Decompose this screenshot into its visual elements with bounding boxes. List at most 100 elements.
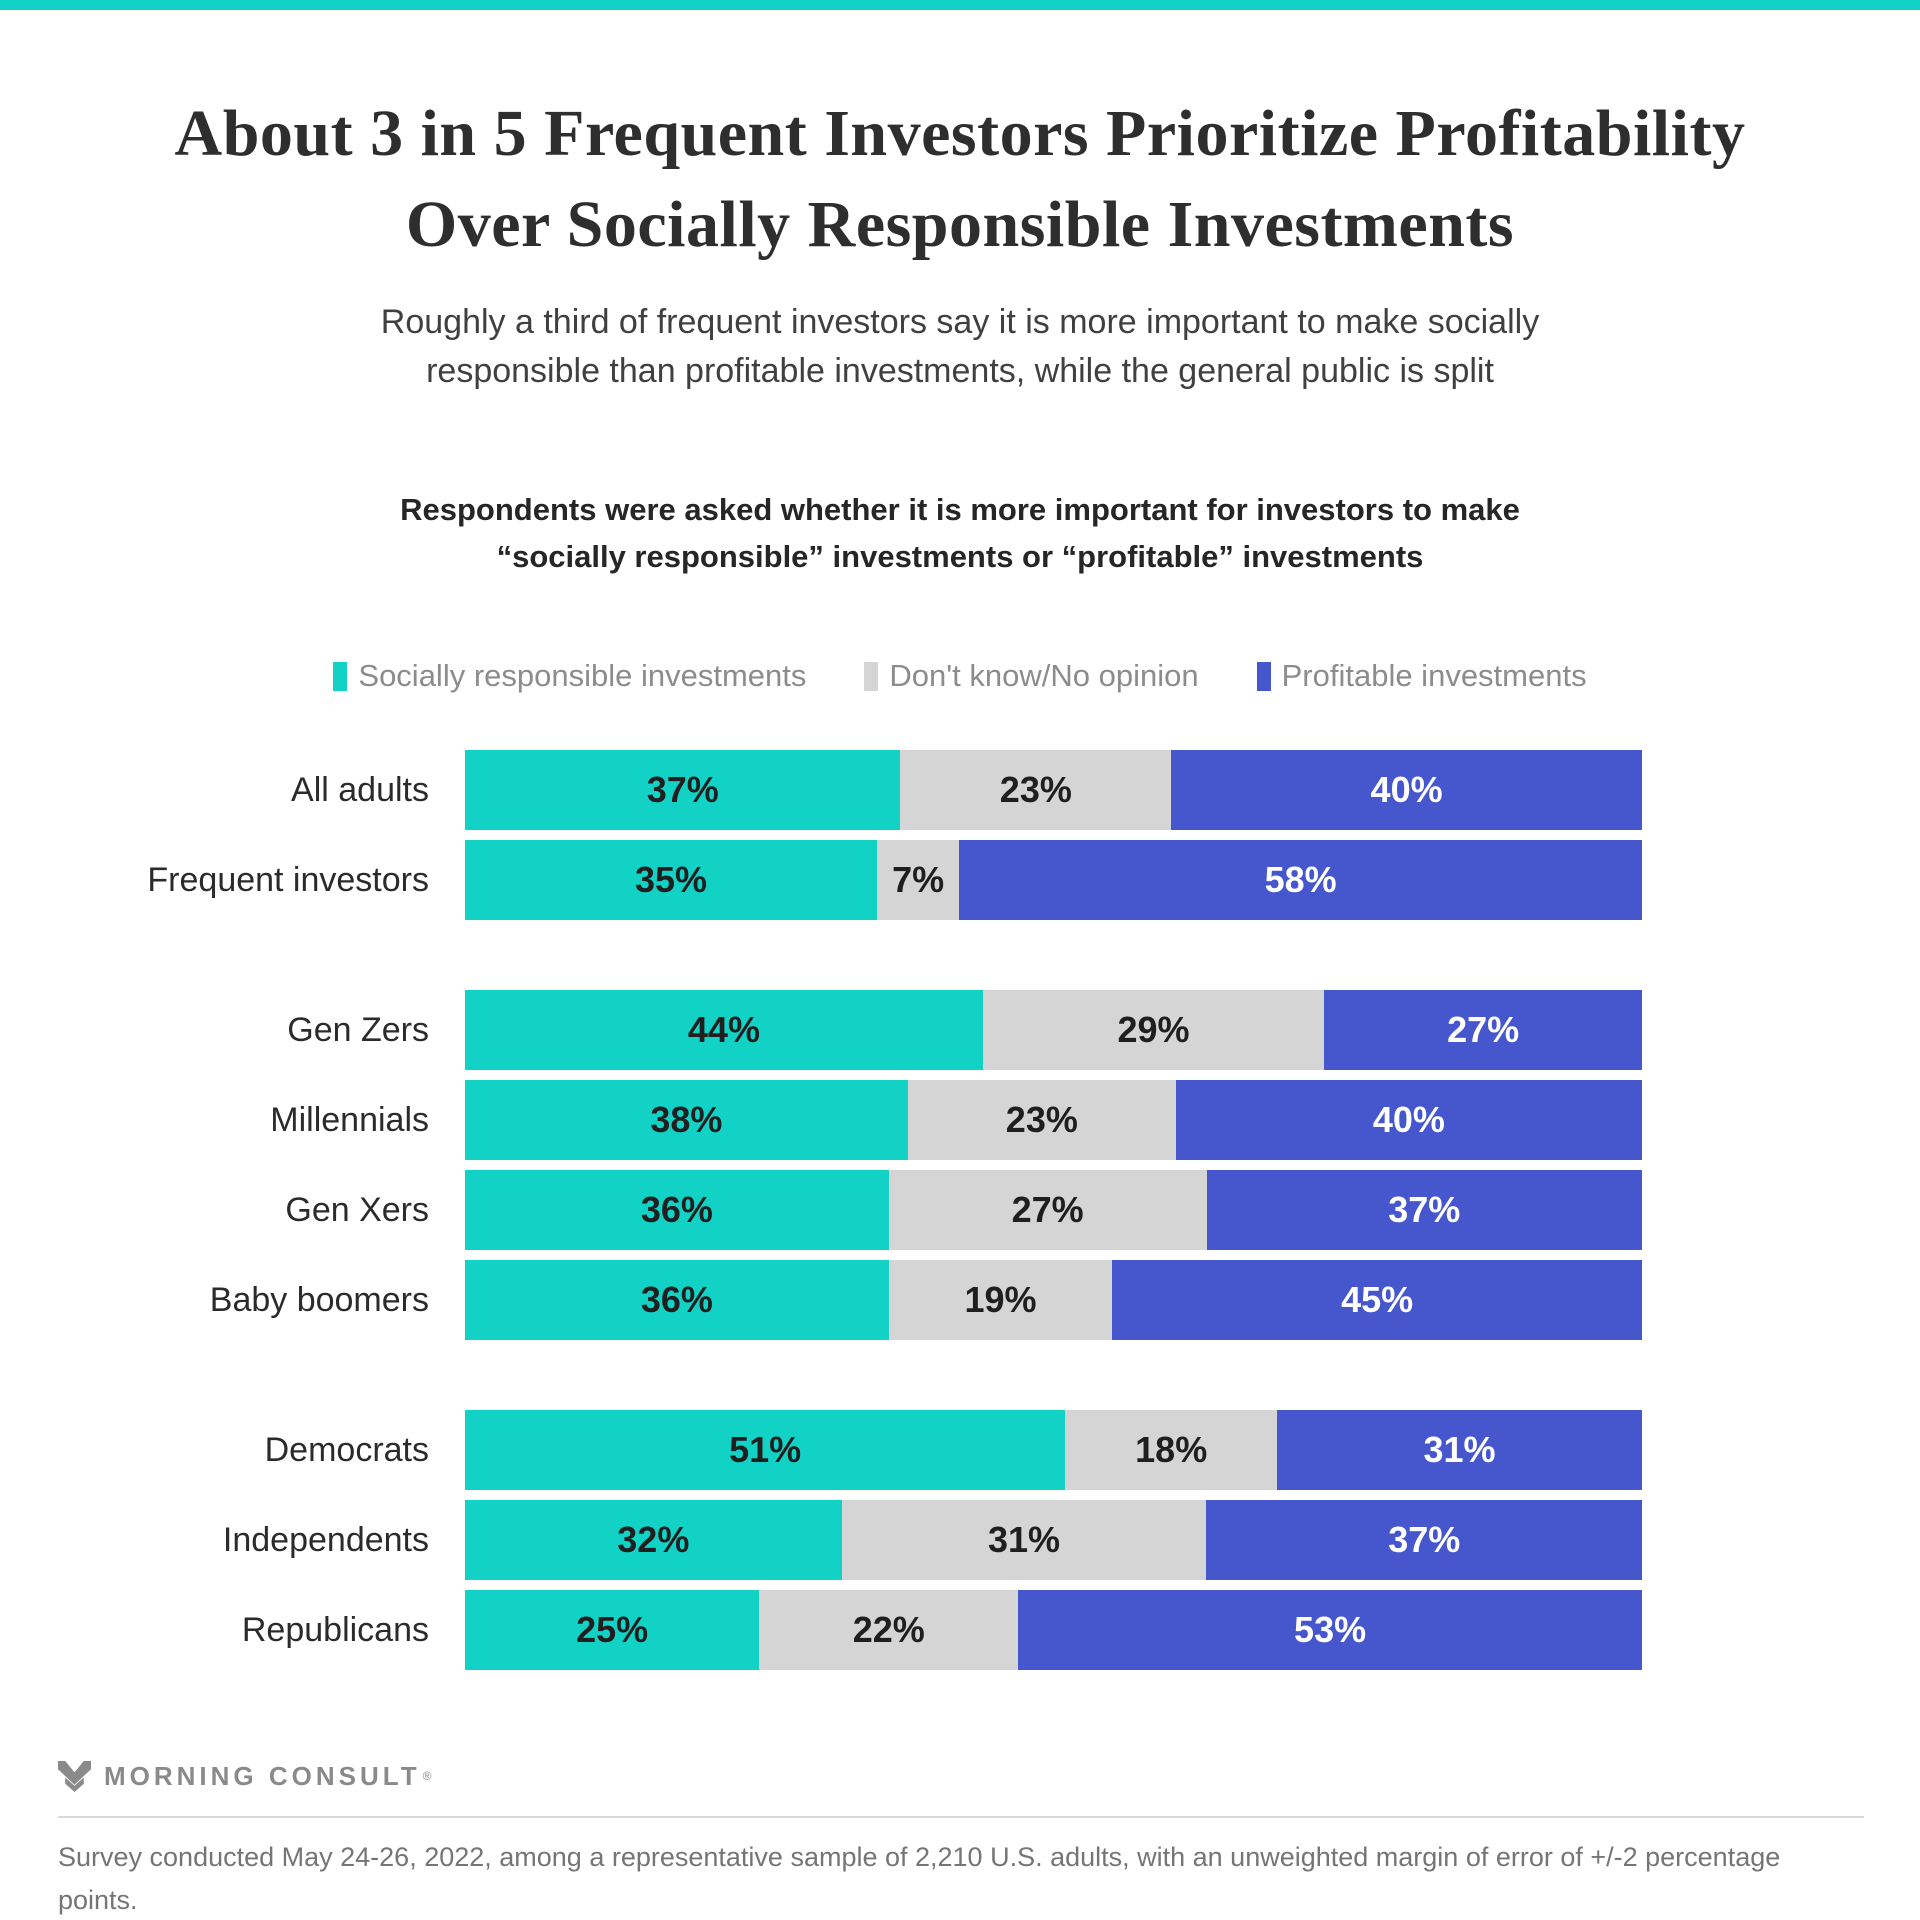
bar-value-label: 31% [988,1519,1061,1561]
chart-row: Gen Zers 44% 29% 27% [0,990,1920,1071]
subtitle: Roughly a third of frequent investors sa… [0,298,1920,396]
segment-profitable: 40% [1175,1080,1642,1161]
row-label: Frequent investors [147,860,429,899]
legend-item: Don't know/No opinion [864,658,1199,694]
survey-question-line2: “socially responsible” investments or “p… [496,539,1424,575]
legend-label: Don't know/No opinion [889,658,1199,694]
segment-dont-know: 7% [876,840,960,921]
segment-dont-know: 31% [841,1500,1207,1581]
bar-track: 37% 23% 40% [465,750,1642,831]
chart-row: All adults 37% 23% 40% [0,750,1920,831]
bar-value-label: 19% [964,1279,1037,1321]
row-label: Democrats [264,1430,429,1469]
bar-track: 35% 7% 58% [465,840,1642,921]
segment-dont-know: 18% [1065,1410,1278,1491]
chart-row: Baby boomers 36% 19% 45% [0,1260,1920,1341]
bar-track: 44% 29% 27% [465,990,1642,1071]
chart-legend: Socially responsible investments Don't kn… [0,658,1920,694]
bar-value-label: 27% [1447,1009,1520,1051]
page-title-line2: Over Socially Responsible Investments [405,188,1515,262]
segment-socially-responsible: 36% [465,1260,889,1341]
chart-row: Republicans 25% 22% 53% [0,1590,1920,1671]
row-label: Baby boomers [209,1280,429,1319]
stacked-bar-chart: All adults 37% 23% 40% Frequent investors 35%… [0,750,1920,1671]
footer: MORNING CONSULT ® Survey conducted May 2… [58,1758,1864,1920]
bar-value-label: 37% [1388,1189,1461,1231]
chart-row: Millennials 38% 23% 40% [0,1080,1920,1161]
segment-profitable: 45% [1112,1260,1642,1341]
segment-profitable: 58% [959,840,1642,921]
registered-mark: ® [422,1769,432,1783]
bar-value-label: 36% [640,1279,713,1321]
brand-accent-bar [0,0,1920,10]
page-title: About 3 in 5 Frequent Investors Prioriti… [0,88,1920,270]
segment-profitable: 53% [1018,1590,1642,1671]
segment-dont-know: 22% [759,1590,1019,1671]
legend-label: Profitable investments [1281,658,1587,694]
bar-value-label: 37% [646,769,719,811]
segment-dont-know: 19% [888,1260,1113,1341]
bar-value-label: 22% [852,1609,925,1651]
bar-value-label: 51% [729,1429,802,1471]
survey-question: Respondents were asked whether it is mor… [0,486,1920,580]
chart-row: Gen Xers 36% 27% 37% [0,1170,1920,1251]
bar-value-label: 27% [1011,1189,1084,1231]
survey-footnote-line1: Survey conducted May 24-26, 2022, among … [58,1842,1781,1916]
bar-value-label: 40% [1370,769,1443,811]
group-spacer [0,1350,1920,1410]
segment-socially-responsible: 37% [465,750,901,831]
segment-socially-responsible: 25% [465,1590,760,1671]
bar-value-label: 31% [1423,1429,1496,1471]
chart-row: Democrats 51% 18% 31% [0,1410,1920,1491]
segment-socially-responsible: 32% [465,1500,842,1581]
segment-profitable: 27% [1324,990,1642,1071]
bar-value-label: 40% [1372,1099,1445,1141]
row-label: Millennials [270,1100,429,1139]
subtitle-line1: Roughly a third of frequent investors sa… [380,303,1540,342]
bar-value-label: 36% [640,1189,713,1231]
segment-dont-know: 29% [982,990,1325,1071]
morning-consult-logo: MORNING CONSULT ® [58,1758,1864,1794]
chart-row: Independents 32% 31% 37% [0,1500,1920,1581]
row-label: All adults [291,770,429,809]
group-spacer [0,930,1920,990]
bar-value-label: 53% [1294,1609,1367,1651]
bar-value-label: 35% [634,859,707,901]
bar-value-label: 7% [892,859,945,901]
bar-value-label: 45% [1341,1279,1414,1321]
bar-track: 36% 19% 45% [465,1260,1642,1341]
bar-value-label: 38% [650,1099,723,1141]
bar-track: 36% 27% 37% [465,1170,1642,1251]
bar-value-label: 58% [1264,859,1337,901]
segment-profitable: 31% [1277,1410,1642,1491]
legend-item: Profitable investments [1256,658,1587,694]
subtitle-line2: responsible than profitable investments,… [426,352,1494,391]
segment-profitable: 40% [1171,750,1642,831]
footer-divider [58,1816,1864,1818]
segment-profitable: 37% [1206,1500,1642,1581]
survey-footnote: Survey conducted May 24-26, 2022, among … [58,1836,1864,1920]
bar-value-label: 18% [1135,1429,1208,1471]
page-title-line1: About 3 in 5 Frequent Investors Prioriti… [174,97,1746,170]
bar-value-label: 32% [617,1519,690,1561]
bar-track: 32% 31% 37% [465,1500,1642,1581]
segment-socially-responsible: 35% [465,840,877,921]
row-label: Gen Xers [285,1190,429,1229]
header: About 3 in 5 Frequent Investors Prioriti… [0,88,1920,580]
bar-value-label: 44% [687,1009,760,1051]
row-label: Republicans [241,1610,429,1649]
segment-socially-responsible: 51% [465,1410,1066,1491]
legend-label: Socially responsible investments [358,658,807,694]
segment-dont-know: 23% [900,750,1172,831]
bar-value-label: 25% [576,1609,649,1651]
logo-text: MORNING CONSULT [104,1760,421,1791]
bar-value-label: 29% [1117,1009,1190,1051]
row-label: Independents [222,1520,429,1559]
bar-track: 51% 18% 31% [465,1410,1642,1491]
gray-swatch-icon [864,661,879,691]
bar-value-label: 23% [1005,1099,1078,1141]
chart-row: Frequent investors 35% 7% 58% [0,840,1920,921]
segment-dont-know: 27% [888,1170,1207,1251]
legend-item: Socially responsible investments [333,658,806,694]
morning-consult-m-icon [58,1760,91,1792]
